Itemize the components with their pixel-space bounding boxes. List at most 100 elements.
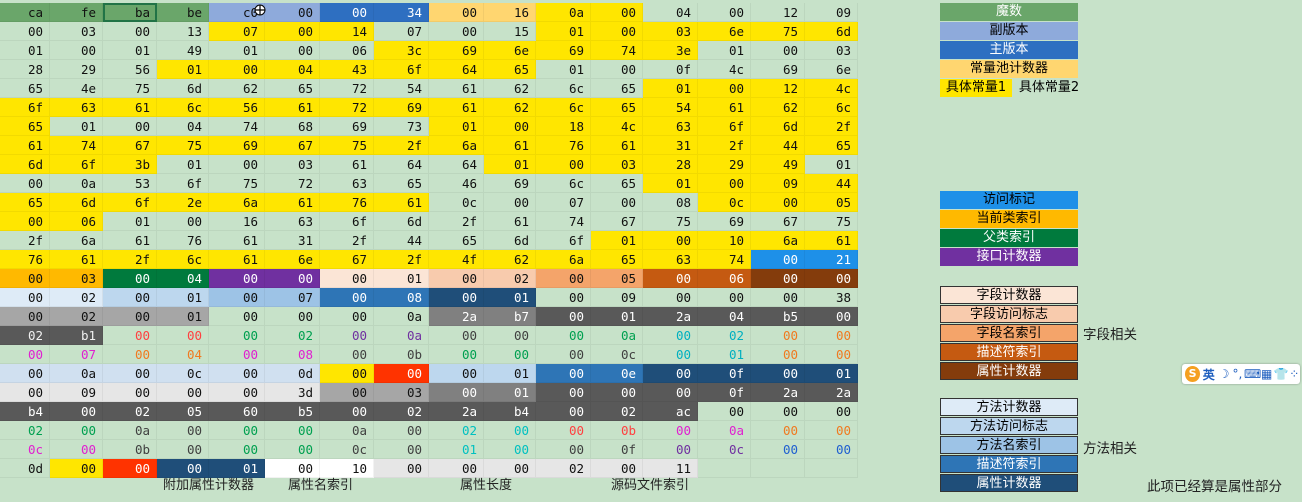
hex-cell[interactable]: 01 bbox=[484, 288, 536, 307]
hex-cell[interactable]: 44 bbox=[374, 231, 429, 250]
hex-cell[interactable]: ac bbox=[643, 402, 698, 421]
hex-cell[interactable]: 65 bbox=[805, 136, 858, 155]
hex-cell[interactable]: 04 bbox=[157, 117, 209, 136]
hex-cell[interactable]: 61 bbox=[429, 79, 484, 98]
hex-cell[interactable]: 00 bbox=[265, 421, 320, 440]
more-icon[interactable]: ⁘ bbox=[1289, 367, 1300, 381]
hex-cell[interactable]: 74 bbox=[698, 250, 751, 269]
hex-cell[interactable]: 00 bbox=[429, 269, 484, 288]
hex-cell[interactable]: 00 bbox=[157, 421, 209, 440]
hex-cell[interactable]: 2f bbox=[0, 231, 50, 250]
hex-cell[interactable]: 00 bbox=[103, 459, 157, 478]
hex-cell[interactable]: 01 bbox=[484, 364, 536, 383]
hex-cell[interactable]: 01 bbox=[698, 345, 751, 364]
hex-cell[interactable]: 00 bbox=[751, 421, 805, 440]
hex-cell[interactable]: 00 bbox=[103, 326, 157, 345]
hex-cell[interactable]: 00 bbox=[536, 440, 591, 459]
hex-cell[interactable]: 03 bbox=[265, 155, 320, 174]
hex-cell[interactable]: 02 bbox=[374, 402, 429, 421]
hex-cell[interactable]: 02 bbox=[265, 326, 320, 345]
hex-cell[interactable]: 10 bbox=[320, 459, 374, 478]
hex-cell[interactable]: 76 bbox=[157, 231, 209, 250]
hex-cell[interactable]: 00 bbox=[536, 326, 591, 345]
hex-cell[interactable]: 07 bbox=[209, 22, 265, 41]
hex-cell[interactable]: 64 bbox=[374, 155, 429, 174]
hex-cell[interactable]: 00 bbox=[209, 421, 265, 440]
hex-cell[interactable]: 00 bbox=[209, 269, 265, 288]
hex-cell[interactable]: 00 bbox=[320, 364, 374, 383]
hex-cell[interactable]: 00 bbox=[103, 383, 157, 402]
hex-cell[interactable]: 0f bbox=[698, 364, 751, 383]
hex-cell[interactable]: 6c bbox=[157, 250, 209, 269]
hex-cell[interactable]: 63 bbox=[643, 117, 698, 136]
hex-cell[interactable]: 64 bbox=[429, 60, 484, 79]
hex-cell[interactable]: 2f bbox=[698, 136, 751, 155]
hex-cell[interactable]: 01 bbox=[50, 117, 103, 136]
hex-cell[interactable]: 6a bbox=[536, 250, 591, 269]
hex-cell[interactable]: 2a bbox=[805, 383, 858, 402]
hex-cell[interactable]: 00 bbox=[209, 383, 265, 402]
hex-cell[interactable]: 00 bbox=[265, 269, 320, 288]
hex-cell[interactable]: 00 bbox=[103, 288, 157, 307]
hex-cell[interactable]: 00 bbox=[484, 193, 536, 212]
hex-cell[interactable]: 00 bbox=[698, 288, 751, 307]
hex-cell[interactable]: 2f bbox=[429, 212, 484, 231]
hex-cell[interactable]: 00 bbox=[591, 459, 643, 478]
hex-cell[interactable]: 6a bbox=[209, 193, 265, 212]
hex-cell[interactable]: 02 bbox=[103, 402, 157, 421]
hex-cell[interactable]: 74 bbox=[209, 117, 265, 136]
skin-icon[interactable]: 👕 bbox=[1273, 367, 1289, 381]
hex-cell[interactable]: 0d bbox=[265, 364, 320, 383]
hex-cell[interactable]: 03 bbox=[50, 269, 103, 288]
hex-cell[interactable]: 63 bbox=[50, 98, 103, 117]
hex-cell[interactable]: 00 bbox=[591, 22, 643, 41]
hex-cell[interactable]: 00 bbox=[209, 345, 265, 364]
hex-cell[interactable]: 28 bbox=[0, 60, 50, 79]
hex-cell[interactable]: 00 bbox=[536, 402, 591, 421]
hex-cell[interactable]: 00 bbox=[698, 79, 751, 98]
hex-cell[interactable]: 00 bbox=[320, 402, 374, 421]
hex-cell[interactable]: 6e bbox=[484, 41, 536, 60]
hex-cell[interactable]: 01 bbox=[157, 60, 209, 79]
hex-cell[interactable]: 09 bbox=[805, 3, 858, 22]
hex-cell[interactable]: 00 bbox=[429, 22, 484, 41]
hex-cell[interactable]: 00 bbox=[103, 269, 157, 288]
hex-cell[interactable]: 28 bbox=[643, 155, 698, 174]
hex-cell[interactable]: 02 bbox=[698, 326, 751, 345]
hex-cell[interactable]: 00 bbox=[805, 440, 858, 459]
hex-cell[interactable]: 74 bbox=[50, 136, 103, 155]
hex-cell[interactable] bbox=[698, 459, 751, 478]
hex-cell[interactable]: 6c bbox=[157, 98, 209, 117]
hex-cell[interactable]: 0f bbox=[643, 60, 698, 79]
hex-cell[interactable]: 01 bbox=[536, 60, 591, 79]
hex-cell[interactable]: 00 bbox=[374, 364, 429, 383]
hex-cell[interactable]: 0a bbox=[320, 421, 374, 440]
hex-cell[interactable]: 75 bbox=[209, 174, 265, 193]
hex-cell[interactable]: 0f bbox=[591, 440, 643, 459]
hex-cell[interactable]: 60 bbox=[209, 402, 265, 421]
hex-cell[interactable]: 67 bbox=[751, 212, 805, 231]
hex-cell[interactable]: 74 bbox=[591, 41, 643, 60]
hex-cell[interactable]: 69 bbox=[698, 212, 751, 231]
hex-cell[interactable]: 0a bbox=[698, 421, 751, 440]
moon-icon[interactable]: ☽ bbox=[1218, 367, 1230, 381]
hex-cell[interactable]: 00 bbox=[374, 421, 429, 440]
hex-cell[interactable]: 00 bbox=[591, 3, 643, 22]
hex-cell[interactable]: 01 bbox=[805, 364, 858, 383]
hex-cell[interactable]: 00 bbox=[805, 421, 858, 440]
hex-cell[interactable]: 00 bbox=[484, 345, 536, 364]
hex-cell[interactable]: 00 bbox=[265, 307, 320, 326]
hex-cell[interactable]: 02 bbox=[484, 269, 536, 288]
hex-cell[interactable]: 00 bbox=[320, 3, 374, 22]
hex-cell[interactable]: 00 bbox=[103, 345, 157, 364]
hex-cell[interactable]: 00 bbox=[429, 459, 484, 478]
hex-cell[interactable]: 56 bbox=[103, 60, 157, 79]
hex-cell[interactable]: 00 bbox=[157, 212, 209, 231]
hex-cell[interactable]: 61 bbox=[805, 231, 858, 250]
hex-cell[interactable]: 0a bbox=[374, 326, 429, 345]
hex-cell[interactable]: 4c bbox=[698, 60, 751, 79]
hex-cell[interactable]: 03 bbox=[374, 383, 429, 402]
hex-cell[interactable]: 00 bbox=[209, 60, 265, 79]
hex-cell[interactable]: 65 bbox=[0, 193, 50, 212]
hex-cell[interactable]: 61 bbox=[320, 155, 374, 174]
